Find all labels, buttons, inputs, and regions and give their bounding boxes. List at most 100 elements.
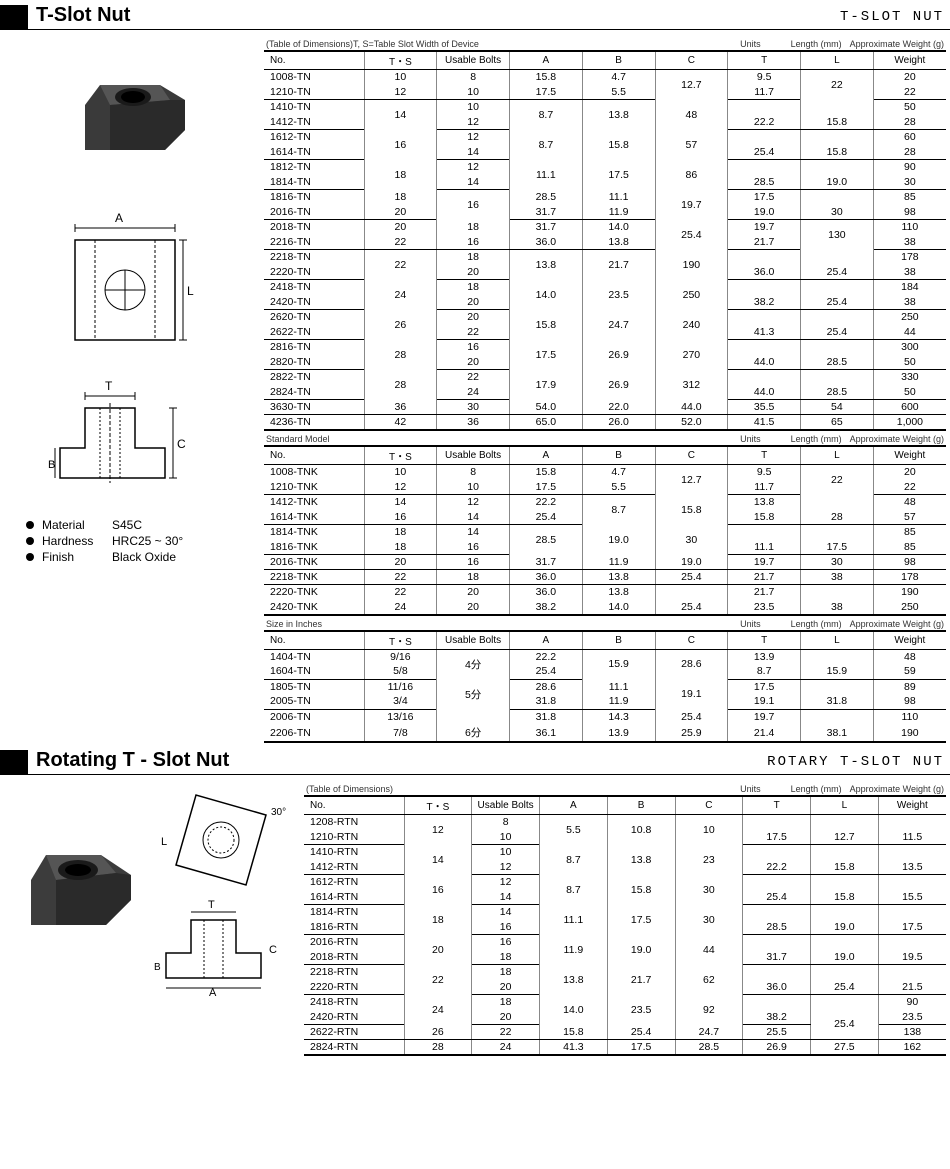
spec-material-value: S45C: [112, 518, 142, 532]
table-row: 2220-TNK222036.013.821.7190: [264, 585, 946, 600]
table-row: 1410-RTN14108.713.823: [304, 845, 946, 860]
svg-text:L: L: [187, 284, 194, 298]
col-header: Usable Bolts: [437, 631, 510, 650]
svg-text:A: A: [209, 987, 217, 999]
col-header: Weight: [873, 446, 946, 465]
col-header: B: [607, 796, 675, 815]
spec-finish-value: Black Oxide: [112, 550, 176, 564]
tslot-table3: No.T・SUsable BoltsABCTLWeight 1404-TN9/1…: [264, 630, 946, 744]
section-right-label-rotary: ROTARY T-SLOT NUT: [767, 754, 944, 770]
svg-text:A: A: [115, 211, 123, 225]
col-header: L: [801, 51, 874, 70]
section-title-rotary: Rotating T - Slot Nut: [34, 749, 231, 774]
svg-text:T: T: [105, 379, 113, 393]
section-header-tslot: T-Slot Nut T-SLOT NUT: [0, 4, 950, 30]
col-header: T・S: [404, 796, 472, 815]
svg-text:L: L: [161, 836, 167, 848]
table-row: 1612-RTN16128.715.830: [304, 875, 946, 890]
spec-material-label: Material: [42, 518, 112, 532]
table-row: 1008-TN10815.84.712.79.52220: [264, 70, 946, 85]
table-row: 2016-TNK201631.711.919.019.73098: [264, 555, 946, 570]
col-header: Usable Bolts: [437, 446, 510, 465]
rotary-diagram-side: T B C A: [146, 898, 296, 1011]
col-header: A: [540, 796, 608, 815]
table-row: 1814-RTN181411.117.530: [304, 905, 946, 920]
table-row: 1612-TN16128.715.85760: [264, 130, 946, 145]
table-row: 2420-TNK242038.214.025.423.538250: [264, 600, 946, 615]
svg-text:C: C: [177, 437, 186, 451]
section-right-label: T-SLOT NUT: [840, 9, 944, 25]
table-row: 1814-TNK181428.519.03085: [264, 525, 946, 540]
col-header: B: [582, 631, 655, 650]
table-row: 2418-TN241814.023.5250184: [264, 280, 946, 295]
table-row: 2824-RTN282441.317.528.526.927.5162: [304, 1040, 946, 1056]
spec-list: MaterialS45C HardnessHRC25 ~ 30° FinishB…: [6, 518, 254, 564]
col-header: B: [582, 446, 655, 465]
table-row: 1812-TN181211.117.58690: [264, 160, 946, 175]
col-header: Usable Bolts: [437, 51, 510, 70]
col-header: T: [743, 796, 811, 815]
col-header: T・S: [364, 51, 437, 70]
table-row: 2018-TN201831.714.025.419.7130110: [264, 220, 946, 235]
table-row: 3630-TN363054.022.044.035.554600: [264, 400, 946, 415]
col-header: Weight: [873, 51, 946, 70]
svg-text:B: B: [48, 459, 55, 471]
svg-text:B: B: [154, 962, 161, 973]
col-header: A: [510, 51, 583, 70]
col-header: T: [728, 51, 801, 70]
col-header: B: [582, 51, 655, 70]
table-row: 2006-TN13/1631.814.325.419.7110: [264, 709, 946, 724]
col-header: C: [655, 631, 728, 650]
col-header: A: [510, 631, 583, 650]
svg-text:30°: 30°: [271, 807, 286, 818]
rotary-table: No.T・SUsable BoltsABCTLWeight 1208-RTN12…: [304, 795, 946, 1056]
col-header: L: [801, 446, 874, 465]
table-row: 2218-TNK221836.013.825.421.738178: [264, 570, 946, 585]
col-header: C: [655, 446, 728, 465]
table-row: 2206-TN7/86分36.113.925.921.438.1190: [264, 724, 946, 742]
product-photo-tslot: [50, 50, 210, 190]
table1-caption: (Table of Dimensions) T, S=Table Slot Wi…: [264, 38, 946, 50]
tslot-table1: No.T・SUsable BoltsABCTLWeight 1008-TN108…: [264, 50, 946, 431]
table-row: 2218-RTN221813.821.762: [304, 965, 946, 980]
spec-hardness-value: HRC25 ~ 30°: [112, 534, 183, 548]
table-row: 2016-RTN201611.919.044: [304, 935, 946, 950]
section-header-rotary: Rotating T - Slot Nut ROTARY T-SLOT NUT: [0, 749, 950, 775]
dimension-diagram-side: T B C: [40, 378, 220, 498]
col-header: C: [675, 796, 743, 815]
tslot-table2: No.T・SUsable BoltsABCTLWeight 1008-TNK10…: [264, 445, 946, 616]
col-header: No.: [304, 796, 404, 815]
section-title: T-Slot Nut: [34, 4, 132, 29]
col-header: T: [728, 631, 801, 650]
col-header: C: [655, 51, 728, 70]
rotary-table-caption: (Table of Dimensions) Units Length (mm) …: [304, 783, 946, 795]
table2-caption: Standard Model Units Length (mm) Approxi…: [264, 431, 946, 445]
svg-text:C: C: [269, 944, 277, 956]
col-header: T・S: [364, 631, 437, 650]
table-row: 1410-TN14108.713.84850: [264, 100, 946, 115]
col-header: Weight: [878, 796, 946, 815]
col-header: L: [811, 796, 879, 815]
table-row: 2816-TN281617.526.9270300: [264, 340, 946, 355]
table-row: 1816-TN181628.511.119.717.585: [264, 190, 946, 205]
table-row: 2822-TN282217.926.9312330: [264, 370, 946, 385]
spec-hardness-label: Hardness: [42, 534, 112, 548]
svg-text:T: T: [208, 899, 215, 911]
col-header: A: [510, 446, 583, 465]
table-row: 2218-TN221813.821.7190178: [264, 250, 946, 265]
table-row: 1805-TN11/165分28.611.119.117.589: [264, 679, 946, 694]
dimension-diagram-top: A L: [40, 210, 220, 360]
col-header: T: [728, 446, 801, 465]
col-header: No.: [264, 446, 364, 465]
col-header: No.: [264, 631, 364, 650]
col-header: Usable Bolts: [472, 796, 540, 815]
table3-caption: Size in Inches Units Length (mm) Approxi…: [264, 616, 946, 630]
table-row: 1208-RTN1285.510.810: [304, 815, 946, 830]
table-row: 2418-RTN241814.023.59290: [304, 995, 946, 1010]
section-marker: [0, 750, 28, 774]
table-row: 2005-TN3/431.811.919.131.898: [264, 694, 946, 709]
col-header: T・S: [364, 446, 437, 465]
table-row: 2620-TN262015.824.7240250: [264, 310, 946, 325]
table-row: 1404-TN9/164分22.215.928.613.948: [264, 649, 946, 664]
product-photo-rotary: [6, 825, 146, 958]
